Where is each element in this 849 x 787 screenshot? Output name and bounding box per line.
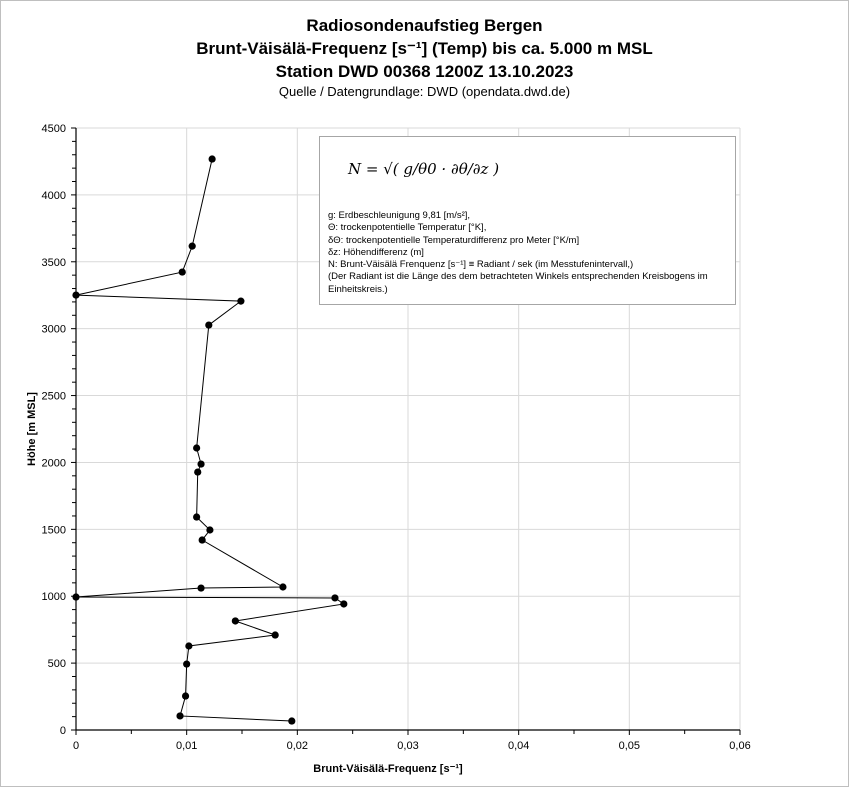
legend-line: δΘ: trockenpotentielle Temperaturdiffere… [328, 234, 580, 246]
legend-line: Einheitskreis.) [328, 283, 388, 295]
chart-title: Radiosondenaufstieg Bergen [306, 16, 543, 35]
data-point [176, 712, 184, 720]
y-tick-label: 500 [48, 658, 66, 670]
legend-line: g: Erdbeschleunigung 9,81 [m/s²], [328, 210, 471, 221]
chart-subtitle: Brunt-Väisälä-Frequenz [s⁻¹] (Temp) bis … [196, 39, 653, 58]
formula-textbox: N = √( g/θ0 · ∂θ/∂z ) g: Erdbeschleunigu… [319, 136, 736, 305]
data-point [197, 460, 205, 468]
data-point [331, 594, 339, 602]
legend-line: Θ: trockenpotentielle Temperatur [°K], [328, 222, 487, 234]
data-point [181, 692, 190, 700]
y-tick-label: 4000 [42, 190, 66, 202]
data-point [197, 584, 205, 592]
data-point [237, 297, 245, 305]
data-point [185, 642, 193, 650]
data-point [194, 468, 202, 476]
x-axis-label: Brunt-Väisälä-Frequenz [s⁻¹] [313, 763, 463, 775]
y-tick-label: 1000 [42, 591, 66, 603]
legend-line: (Der Radiant ist die Länge des dem betra… [328, 271, 708, 283]
y-tick-label: 0 [60, 725, 66, 737]
x-tick-label: 0,03 [397, 740, 418, 752]
x-tick-label: 0,05 [619, 740, 640, 752]
data-point [193, 513, 201, 521]
data-point [340, 600, 348, 608]
x-tick-label: 0,01 [176, 740, 197, 752]
data-point [206, 526, 214, 534]
y-tick-label: 3500 [42, 257, 66, 269]
data-point [188, 242, 196, 250]
data-point [231, 617, 239, 625]
data-point [183, 660, 191, 668]
data-point [198, 536, 206, 544]
data-point [178, 268, 186, 276]
station-line: Station DWD 00368 1200Z 13.10.2023 [275, 62, 574, 81]
data-point [72, 593, 80, 601]
data-point [193, 444, 201, 452]
legend-line: δz: Höhendifferenz (m] [328, 246, 424, 258]
data-point [72, 291, 80, 299]
y-tick-label: 2500 [42, 391, 66, 403]
y-tick-label: 4500 [42, 123, 66, 135]
legend-line: N: Brunt-Väisälä Frenquenz [s⁻¹] ≡ Radia… [328, 259, 634, 271]
data-point [208, 155, 216, 163]
y-axis-label: Höhe [m MSL] [26, 392, 38, 466]
data-point [279, 583, 287, 591]
formula: N = √( g/θ0 · ∂θ/∂z ) [348, 160, 500, 178]
source-line: Quelle / Datengrundlage: DWD (opendata.d… [278, 84, 571, 99]
data-point [205, 321, 213, 329]
x-tick-label: 0,04 [508, 740, 529, 752]
x-tick-label: 0,02 [287, 740, 308, 752]
legend-text: g: Erdbeschleunigung 9,81 [m/s²], Θ: troc… [328, 210, 708, 296]
y-tick-label: 1500 [42, 524, 66, 536]
x-tick-label: 0,06 [729, 740, 750, 752]
y-tick-label: 2000 [42, 457, 66, 469]
data-point [288, 717, 296, 725]
x-tick-label: 0 [73, 740, 79, 752]
series-line [75, 158, 346, 722]
y-tick-label: 3000 [42, 324, 66, 336]
data-point [271, 631, 279, 639]
